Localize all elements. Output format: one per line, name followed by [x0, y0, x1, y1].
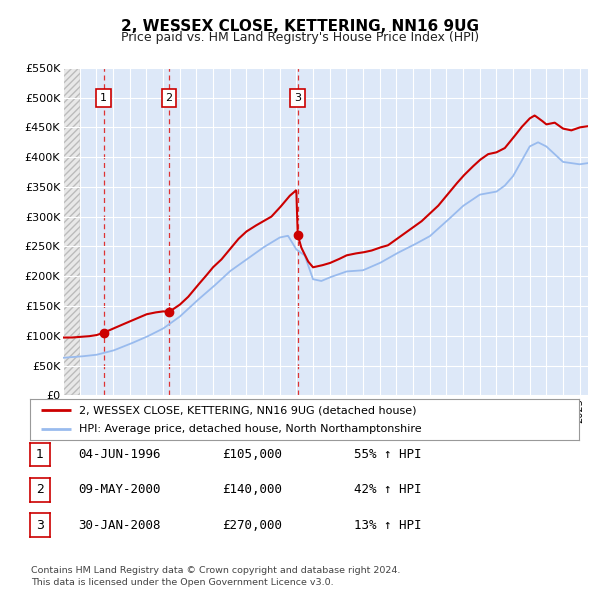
- Text: 3: 3: [294, 93, 301, 103]
- Text: 1: 1: [100, 93, 107, 103]
- Text: 13% ↑ HPI: 13% ↑ HPI: [354, 519, 421, 532]
- Text: 42% ↑ HPI: 42% ↑ HPI: [354, 483, 421, 496]
- Text: Price paid vs. HM Land Registry's House Price Index (HPI): Price paid vs. HM Land Registry's House …: [121, 31, 479, 44]
- Bar: [63, 68, 80, 395]
- Text: £105,000: £105,000: [222, 448, 282, 461]
- Text: 1: 1: [36, 448, 44, 461]
- Text: 09-MAY-2000: 09-MAY-2000: [78, 483, 161, 496]
- Text: 55% ↑ HPI: 55% ↑ HPI: [354, 448, 421, 461]
- Text: HPI: Average price, detached house, North Northamptonshire: HPI: Average price, detached house, Nort…: [79, 424, 422, 434]
- Text: 2: 2: [166, 93, 173, 103]
- Text: 3: 3: [36, 519, 44, 532]
- Text: 04-JUN-1996: 04-JUN-1996: [78, 448, 161, 461]
- Text: 2, WESSEX CLOSE, KETTERING, NN16 9UG (detached house): 2, WESSEX CLOSE, KETTERING, NN16 9UG (de…: [79, 405, 417, 415]
- Text: Contains HM Land Registry data © Crown copyright and database right 2024.
This d: Contains HM Land Registry data © Crown c…: [31, 566, 401, 587]
- Text: 2, WESSEX CLOSE, KETTERING, NN16 9UG: 2, WESSEX CLOSE, KETTERING, NN16 9UG: [121, 19, 479, 34]
- Text: 30-JAN-2008: 30-JAN-2008: [78, 519, 161, 532]
- Text: £140,000: £140,000: [222, 483, 282, 496]
- Text: £270,000: £270,000: [222, 519, 282, 532]
- Text: 2: 2: [36, 483, 44, 496]
